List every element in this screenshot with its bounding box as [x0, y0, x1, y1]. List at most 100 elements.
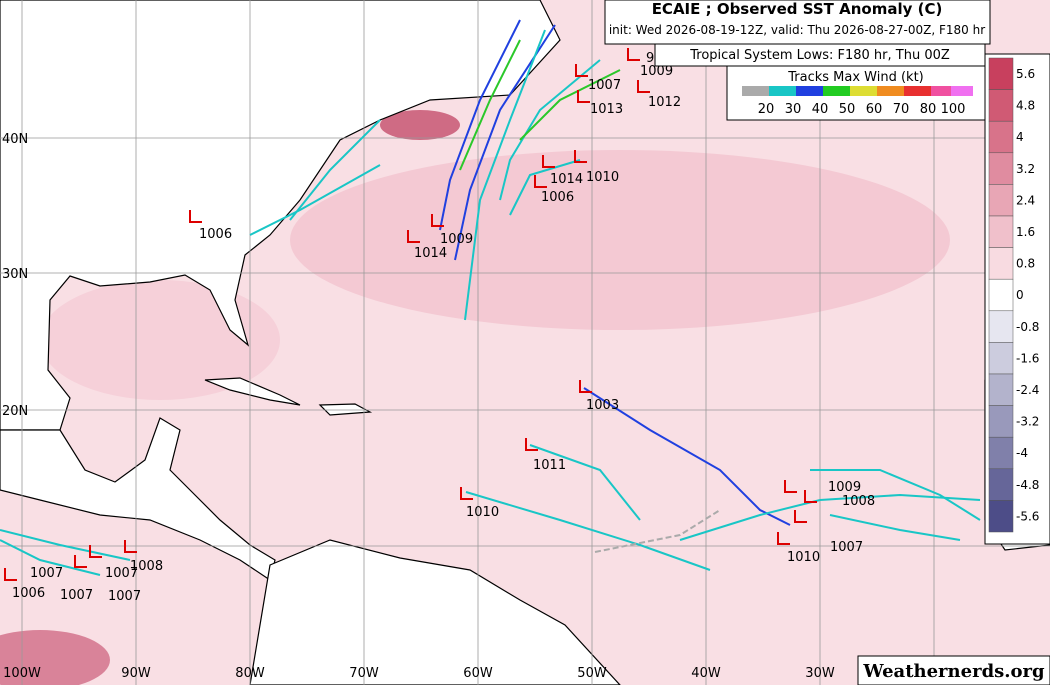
swatch — [796, 86, 823, 96]
lows-title: Tropical System Lows: F180 hr, Thu 00Z — [689, 48, 950, 63]
colorbar-swatch — [988, 152, 1014, 185]
low-label: 1010 — [586, 170, 619, 185]
track — [439, 19, 521, 231]
low-markers — [4, 48, 817, 581]
legend-label: 50 — [839, 102, 856, 117]
low-label: 1009 — [828, 480, 861, 495]
track — [829, 514, 961, 541]
low-label: 1007 — [108, 589, 141, 604]
title: ECAIE ; Observed SST Anomaly (C) — [652, 0, 943, 18]
low-marker — [637, 80, 650, 93]
low-label: 1003 — [586, 398, 619, 413]
central-america — [0, 417, 276, 581]
axis-labels: 40N 30N 20N 100W 90W 80W 70W 60W 50W 40W… — [2, 132, 835, 681]
low-marker — [525, 438, 538, 451]
lat-label: 40N — [2, 132, 28, 147]
colorbar-swatch — [988, 373, 1014, 406]
low-marker — [574, 150, 587, 163]
swatch — [850, 86, 877, 96]
colorbar-label: 1.6 — [1016, 225, 1035, 239]
colorbar-swatch — [988, 500, 1014, 533]
low-marker — [460, 487, 473, 500]
north-america — [0, 0, 561, 431]
colorbar-label: -0.8 — [1016, 320, 1039, 334]
track — [679, 493, 981, 541]
swatch — [823, 86, 850, 96]
track — [289, 119, 381, 221]
colorbar-swatch — [988, 278, 1014, 312]
colorbar-label: 4.8 — [1016, 99, 1035, 113]
low-label: 1007 — [30, 566, 63, 581]
track — [454, 24, 556, 261]
colorbar: 5.6 4.8 4 3.2 2.4 1.6 0.8 0 -0.8 -1.6 -2.4 -3.2 -4 -4… — [984, 53, 1050, 545]
legend-label: 100 — [941, 102, 966, 117]
low-marker — [542, 155, 555, 168]
anomaly-patch — [380, 110, 460, 140]
colorbar-label: 4 — [1016, 130, 1024, 144]
lon-label: 60W — [463, 666, 493, 681]
low-marker — [627, 48, 640, 61]
watermark: Weathernerds.org — [857, 655, 1050, 686]
lon-label: 70W — [349, 666, 379, 681]
legend-label: 80 — [920, 102, 937, 117]
anomaly-patch — [290, 150, 950, 330]
colorbar-label: 3.2 — [1016, 162, 1035, 176]
low-label: 1006 — [541, 190, 574, 205]
tracks — [0, 19, 981, 576]
low-label: 1010 — [466, 505, 499, 520]
lon-label: 100W — [3, 666, 41, 681]
colorbar-swatch — [988, 215, 1014, 248]
low-marker — [89, 545, 102, 558]
swatch — [951, 86, 973, 96]
low-label: 1007 — [830, 540, 863, 555]
low-label: 1014 — [550, 172, 583, 187]
low-marker — [431, 214, 444, 227]
colorbar-label: -5.6 — [1016, 509, 1039, 523]
colorbar-label: 5.6 — [1016, 67, 1035, 81]
init-line: init: Wed 2026-08-19-12Z, valid: Thu 202… — [609, 23, 985, 37]
lon-label: 50W — [577, 666, 607, 681]
low-marker — [534, 175, 547, 188]
track — [459, 39, 521, 171]
colorbar-label: -1.6 — [1016, 351, 1039, 365]
lat-label: 30N — [2, 267, 28, 282]
low-label: 1013 — [590, 102, 623, 117]
tracks-legend: Tracks Max Wind (kt) 20 30 40 50 60 70 8… — [726, 65, 986, 121]
lon-label: 40W — [691, 666, 721, 681]
swatch — [742, 86, 769, 96]
low-marker — [777, 532, 790, 545]
track — [810, 469, 981, 521]
low-marker — [804, 490, 817, 503]
legend-title: Tracks Max Wind (kt) — [787, 70, 924, 85]
swatch — [769, 86, 796, 96]
colorbar-swatch — [988, 120, 1014, 154]
low-marker — [575, 64, 588, 77]
colorbar-label: -2.4 — [1016, 383, 1039, 397]
track — [465, 491, 711, 571]
low-labels: 1009 1007 1012 1013 1010 1014 1006 1009 … — [12, 51, 875, 604]
low-label: 1011 — [533, 458, 566, 473]
low-label: 1008 — [842, 494, 875, 509]
colorbar-swatch — [988, 184, 1014, 217]
hispaniola — [318, 403, 373, 416]
colorbar-label: -3.2 — [1016, 415, 1039, 429]
colorbar-swatch — [988, 57, 1014, 90]
colorbar-label: 0.8 — [1016, 257, 1035, 271]
low-label: 1008 — [130, 559, 163, 574]
cuba — [204, 377, 301, 406]
track — [594, 509, 721, 553]
low-marker — [784, 480, 797, 493]
watermark-box — [857, 655, 1050, 686]
low-label: 1012 — [648, 95, 681, 110]
colorbar-label: -4 — [1016, 446, 1028, 460]
lon-label: 80W — [235, 666, 265, 681]
track — [0, 529, 131, 561]
colorbar-swatch — [988, 436, 1014, 470]
legend-label: 70 — [893, 102, 910, 117]
track — [249, 164, 381, 236]
colorbar-label: 0 — [1016, 288, 1024, 302]
legend-label: 20 — [758, 102, 775, 117]
